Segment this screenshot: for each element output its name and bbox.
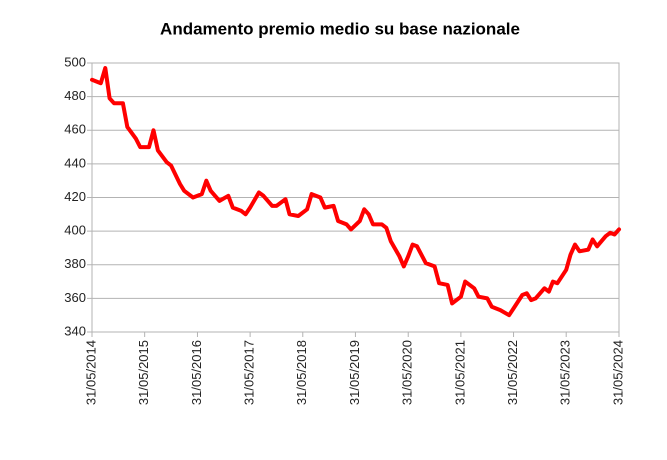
x-tick-label: 31/05/2021 (452, 340, 467, 405)
y-tick-label: 460 (64, 122, 86, 137)
x-tick-label: 31/05/2017 (242, 340, 257, 405)
x-tick-label: 31/05/2018 (294, 340, 309, 405)
x-tick-label: 31/05/2019 (347, 340, 362, 405)
x-tick-label: 31/05/2015 (136, 340, 151, 405)
y-tick-label: 380 (64, 256, 86, 271)
x-tick-label: 31/05/2014 (83, 340, 98, 405)
x-tick-label: 31/05/2023 (558, 340, 573, 405)
x-tick-label: 31/05/2024 (610, 340, 625, 405)
y-tick-label: 360 (64, 290, 86, 305)
y-tick-label: 500 (64, 54, 86, 69)
data-line (90, 66, 621, 318)
x-tick-label: 31/05/2020 (400, 340, 415, 405)
y-tick-label: 440 (64, 155, 86, 170)
y-tick-label: 420 (64, 189, 86, 204)
chart-title: Andamento premio medio su base nazionale (160, 19, 520, 38)
x-tick-label: 31/05/2022 (505, 340, 520, 405)
y-tick-label: 480 (64, 88, 86, 103)
y-tick-label: 400 (64, 223, 86, 238)
x-tick-label: 31/05/2016 (189, 340, 204, 405)
y-tick-label: 340 (64, 323, 86, 338)
